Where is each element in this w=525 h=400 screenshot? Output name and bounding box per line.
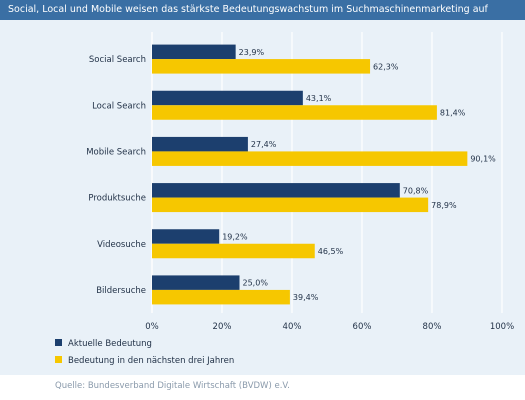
x-tick-label: 80%	[423, 322, 442, 332]
category-label: Local Search	[92, 101, 146, 111]
bar-value-label: 81,4%	[440, 109, 466, 118]
x-tick-label: 20%	[213, 322, 232, 332]
bar	[152, 289, 290, 305]
bar-value-label: 62,3%	[373, 62, 399, 71]
bar-value-label: 19,2%	[222, 233, 248, 242]
chart-title: Social, Local und Mobile weisen das stär…	[0, 0, 525, 20]
x-tick-label: 100%	[490, 322, 514, 332]
legend-swatch-current	[55, 339, 62, 346]
bar	[152, 59, 371, 74]
bar	[152, 229, 220, 244]
legend-item-future: Bedeutung in den nächsten drei Jahren	[55, 355, 234, 367]
bar	[152, 243, 315, 259]
legend-item-current: Aktuelle Bedeutung	[55, 338, 152, 350]
bar-value-label: 23,9%	[239, 48, 265, 57]
bar	[152, 136, 248, 152]
category-label: Mobile Search	[86, 147, 146, 157]
bar-value-label: 25,0%	[243, 279, 269, 288]
bar-value-label: 90,1%	[470, 155, 496, 164]
legend-label-current: Aktuelle Bedeutung	[68, 339, 152, 349]
bar	[152, 44, 236, 60]
bar-value-label: 39,4%	[293, 293, 319, 302]
x-tick-label: 40%	[283, 322, 302, 332]
x-tick-label: 60%	[353, 322, 372, 332]
bar-value-label: 70,8%	[403, 186, 429, 195]
bar	[152, 90, 303, 106]
bar	[152, 151, 468, 166]
category-label: Produktsuche	[88, 194, 146, 204]
bar-chart: 0% 20% 40% 60% 80% 100% Social Search 23,9% 62,3…	[86, 32, 514, 332]
bar	[152, 183, 400, 198]
bar-value-label: 78,9%	[431, 201, 457, 210]
legend-swatch-future	[55, 356, 62, 363]
category-label: Bildersuche	[96, 286, 146, 296]
bar-value-label: 46,5%	[318, 247, 344, 256]
bar-value-label: 27,4%	[251, 140, 277, 149]
chart-panel: 0% 20% 40% 60% 80% 100% Social Search 23,9% 62,3…	[0, 20, 525, 375]
category-label: Social Search	[89, 55, 146, 65]
legend-label-future: Bedeutung in den nächsten drei Jahren	[68, 356, 235, 366]
bar-value-label: 43,1%	[306, 94, 332, 103]
bar	[152, 275, 240, 290]
source-note: Quelle: Bundesverband Digitale Wirtschaf…	[55, 381, 290, 391]
bar	[152, 105, 437, 120]
bar	[152, 197, 429, 213]
category-label: Videosuche	[97, 240, 146, 250]
x-tick-label: 0%	[145, 322, 159, 332]
